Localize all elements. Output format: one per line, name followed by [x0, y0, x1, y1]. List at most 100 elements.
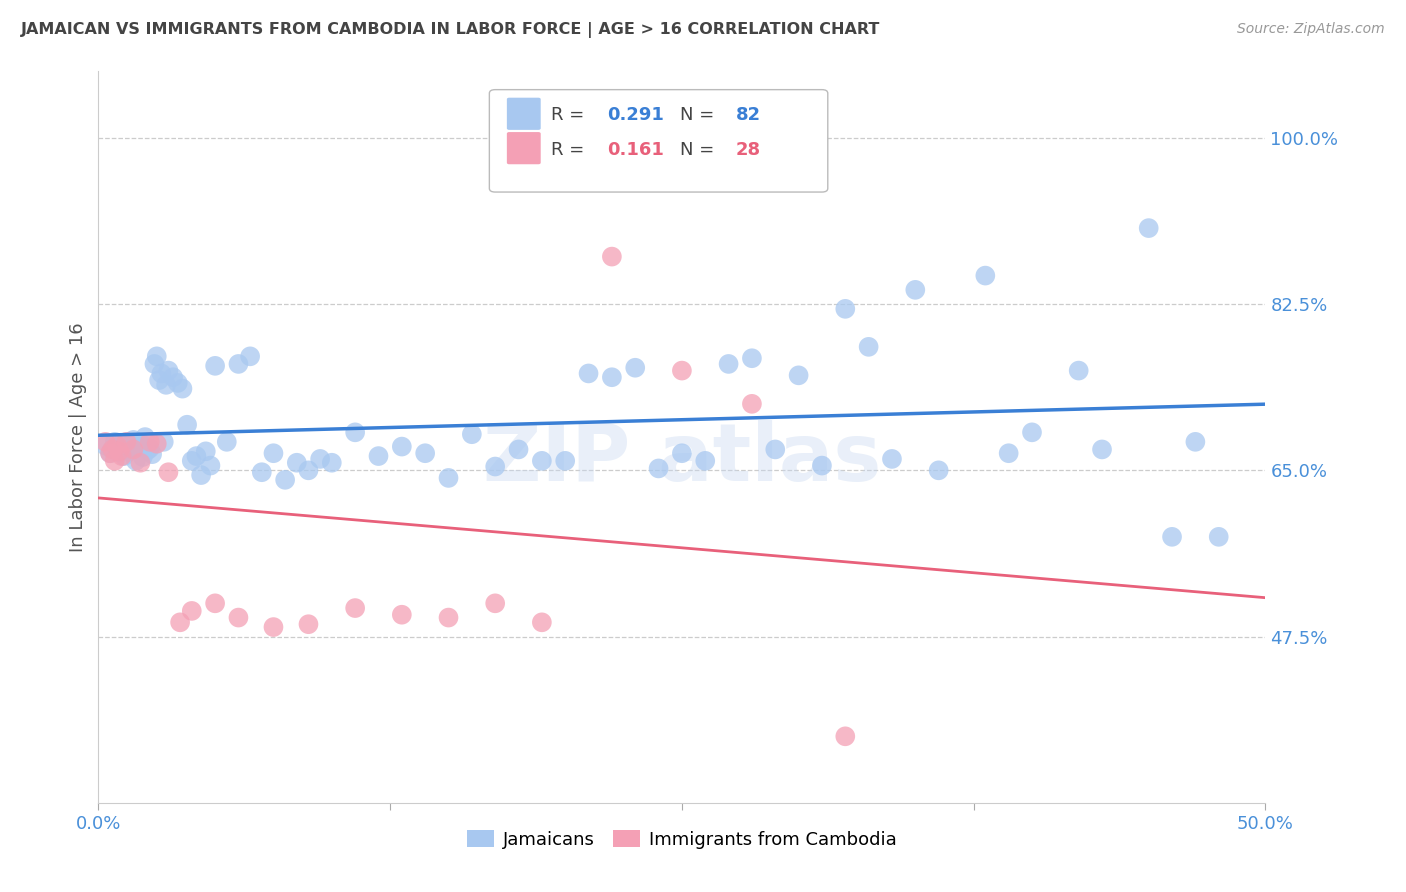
Point — [763, 442, 786, 457]
Point — [157, 465, 180, 479]
Point — [101, 442, 124, 457]
Legend: Jamaicans, Immigrants from Cambodia: Jamaicans, Immigrants from Cambodia — [460, 823, 904, 856]
Y-axis label: In Labor Force | Age > 16: In Labor Force | Age > 16 — [69, 322, 87, 552]
Point — [239, 349, 262, 363]
Point — [554, 454, 576, 468]
Point — [391, 607, 413, 622]
Point — [98, 446, 121, 460]
Point — [1091, 442, 1114, 457]
Point — [122, 433, 145, 447]
Point — [204, 596, 226, 610]
Point — [600, 370, 623, 384]
Point — [228, 610, 250, 624]
Text: Source: ZipAtlas.com: Source: ZipAtlas.com — [1237, 22, 1385, 37]
Point — [413, 446, 436, 460]
Point — [169, 615, 191, 630]
Point — [141, 447, 163, 461]
Point — [695, 454, 717, 468]
Point — [484, 596, 506, 610]
Point — [98, 446, 121, 460]
Text: 0.161: 0.161 — [607, 141, 664, 159]
Point — [717, 357, 740, 371]
Point — [367, 449, 389, 463]
Point — [122, 442, 145, 457]
Point — [787, 368, 810, 383]
Point — [671, 446, 693, 460]
Point — [115, 436, 138, 450]
Point — [129, 435, 152, 450]
Point — [880, 451, 903, 466]
Point — [834, 301, 856, 316]
Point — [904, 283, 927, 297]
Point — [297, 463, 319, 477]
Point — [391, 440, 413, 454]
Text: N =: N = — [679, 106, 720, 124]
Point — [148, 373, 170, 387]
Point — [146, 349, 169, 363]
Point — [155, 377, 177, 392]
Text: R =: R = — [551, 106, 591, 124]
Text: 0.291: 0.291 — [607, 106, 664, 124]
FancyBboxPatch shape — [508, 98, 541, 130]
Point — [186, 449, 208, 463]
Point — [344, 601, 367, 615]
Point — [150, 367, 173, 381]
Point — [321, 456, 343, 470]
Point — [858, 340, 880, 354]
Point — [136, 443, 159, 458]
Point — [152, 434, 174, 449]
Point — [437, 471, 460, 485]
Point — [94, 439, 117, 453]
Point — [172, 382, 194, 396]
Point — [200, 458, 222, 473]
Point — [166, 376, 188, 390]
Point — [104, 434, 127, 449]
Point — [508, 442, 530, 457]
Point — [111, 443, 134, 458]
Point — [127, 440, 149, 454]
Point — [262, 620, 284, 634]
FancyBboxPatch shape — [508, 132, 541, 164]
Point — [94, 434, 117, 449]
Point — [125, 454, 148, 468]
Point — [530, 615, 553, 630]
Point — [180, 454, 202, 468]
Point — [194, 444, 217, 458]
Point — [437, 610, 460, 624]
Point — [600, 250, 623, 264]
FancyBboxPatch shape — [489, 90, 828, 192]
Point — [118, 444, 141, 458]
Text: 82: 82 — [735, 106, 761, 124]
Point — [262, 446, 284, 460]
Point — [143, 357, 166, 371]
Point — [190, 468, 212, 483]
Point — [139, 442, 162, 456]
Point — [811, 458, 834, 473]
Point — [157, 363, 180, 377]
Point — [176, 417, 198, 432]
Point — [250, 465, 273, 479]
Text: 28: 28 — [735, 141, 761, 159]
Point — [1021, 425, 1043, 440]
Point — [671, 363, 693, 377]
Point — [132, 450, 155, 464]
Text: ZIP atlas: ZIP atlas — [482, 420, 882, 498]
Point — [624, 360, 647, 375]
Point — [1161, 530, 1184, 544]
Point — [928, 463, 950, 477]
Point — [274, 473, 297, 487]
Text: N =: N = — [679, 141, 720, 159]
Point — [134, 430, 156, 444]
Point — [139, 434, 162, 449]
Point — [1208, 530, 1230, 544]
Point — [105, 441, 128, 455]
Point — [112, 449, 135, 463]
Point — [104, 454, 127, 468]
Point — [115, 434, 138, 449]
Point — [285, 456, 308, 470]
Point — [111, 449, 134, 463]
Point — [297, 617, 319, 632]
Text: JAMAICAN VS IMMIGRANTS FROM CAMBODIA IN LABOR FORCE | AGE > 16 CORRELATION CHART: JAMAICAN VS IMMIGRANTS FROM CAMBODIA IN … — [21, 22, 880, 38]
Point — [180, 604, 202, 618]
Point — [108, 444, 131, 458]
